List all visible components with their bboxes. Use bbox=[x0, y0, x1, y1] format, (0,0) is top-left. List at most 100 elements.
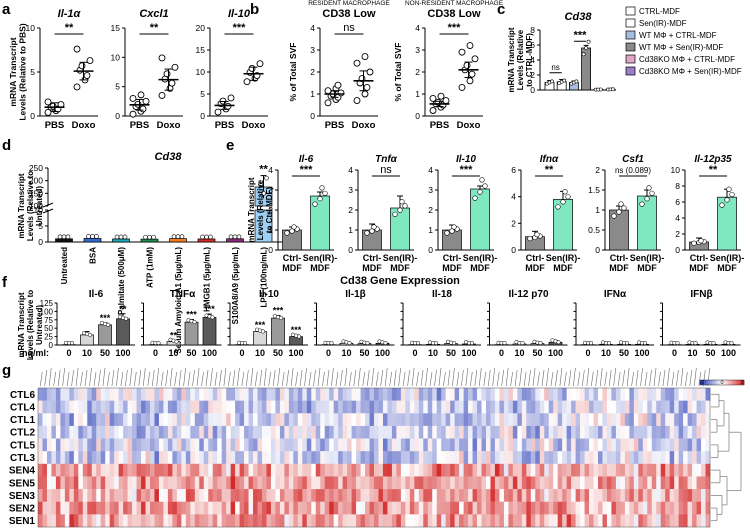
data-point bbox=[210, 315, 215, 320]
data-point bbox=[256, 60, 264, 68]
column-label-mark bbox=[120, 371, 124, 387]
heatmap-cell bbox=[494, 388, 500, 401]
heatmap-cell bbox=[602, 413, 608, 427]
x-tick-label: Ctrl- bbox=[443, 253, 462, 263]
heatmap-cell bbox=[562, 451, 567, 465]
heatmap-cell bbox=[602, 438, 608, 452]
heatmap-cell bbox=[633, 400, 639, 414]
heatmap-cell bbox=[396, 476, 402, 490]
heatmap-cell bbox=[647, 388, 653, 401]
group-title: Il-1β bbox=[345, 289, 366, 300]
heatmap-cell bbox=[387, 463, 393, 477]
heatmap-cell bbox=[154, 425, 160, 439]
heatmap-cell bbox=[212, 451, 218, 465]
heatmap-cell bbox=[150, 463, 155, 477]
heatmap-cell bbox=[571, 514, 576, 528]
heatmap-cell bbox=[378, 451, 384, 465]
y-tick-label: 4 bbox=[530, 55, 535, 65]
heatmap-cell bbox=[190, 438, 196, 452]
data-point bbox=[73, 83, 81, 91]
heatmap-cell bbox=[365, 438, 370, 452]
panel-letter: e bbox=[226, 137, 234, 154]
heatmap-cell bbox=[660, 438, 666, 452]
heatmap-cell bbox=[253, 438, 258, 452]
heatmap-cell bbox=[665, 476, 670, 490]
heatmap-cell bbox=[203, 400, 209, 414]
panel-supertitle: RESIDENT MACROPHAGE bbox=[308, 0, 390, 7]
heatmap-cell bbox=[589, 451, 594, 465]
heatmap-cell bbox=[575, 413, 581, 427]
row-label: SEN3 bbox=[9, 491, 36, 502]
data-point bbox=[236, 234, 242, 240]
heatmap-cell bbox=[96, 413, 102, 427]
heatmap-cell bbox=[575, 451, 581, 465]
heatmap-cell bbox=[396, 514, 402, 528]
heatmap-cell bbox=[530, 400, 536, 414]
heatmap-cell bbox=[418, 451, 424, 465]
heatmap-cell bbox=[38, 388, 43, 401]
heatmap-cell bbox=[351, 489, 357, 502]
heatmap-cell bbox=[427, 413, 433, 427]
column-label-mark bbox=[564, 371, 567, 387]
heatmap-cell bbox=[212, 476, 218, 490]
heatmap-cell bbox=[51, 388, 57, 401]
x-tick-label: 10 bbox=[168, 348, 178, 358]
data-point bbox=[317, 196, 323, 202]
bar bbox=[226, 238, 244, 243]
heatmap-cell bbox=[347, 501, 352, 515]
heatmap-cell bbox=[342, 489, 348, 502]
data-point bbox=[139, 105, 147, 113]
heatmap-cell bbox=[320, 388, 326, 401]
heatmap-cell bbox=[279, 425, 285, 439]
heatmap-cell bbox=[548, 438, 554, 452]
heatmap-cell bbox=[598, 489, 603, 502]
heatmap-cell bbox=[660, 451, 666, 465]
panel-title: Il-6 bbox=[299, 154, 314, 165]
heatmap-cell bbox=[678, 476, 684, 490]
y-tick-label: 10 bbox=[111, 52, 121, 62]
column-label-mark bbox=[465, 367, 469, 387]
heatmap-cell bbox=[181, 438, 187, 452]
x-tick-label: BSA Palmitate (500μM) bbox=[117, 247, 126, 334]
x-tick-label: Untreated bbox=[60, 247, 69, 284]
heatmap-cell bbox=[118, 400, 124, 414]
heatmap-cell bbox=[64, 451, 70, 465]
heatmap-cell bbox=[526, 476, 532, 490]
heatmap-cell bbox=[333, 476, 339, 490]
heatmap-cell bbox=[454, 451, 460, 465]
heatmap-cell bbox=[217, 451, 222, 465]
x-tick-label: Ctrl- bbox=[610, 253, 629, 263]
heatmap-cell bbox=[248, 489, 254, 502]
heatmap-cell bbox=[624, 463, 630, 477]
heatmap-cell bbox=[414, 400, 420, 414]
heatmap-cell bbox=[78, 463, 84, 477]
heatmap-cell bbox=[123, 476, 128, 490]
heatmap-cell bbox=[356, 476, 361, 490]
heatmap-cell bbox=[55, 451, 61, 465]
data-point bbox=[324, 87, 332, 95]
heatmap-cell bbox=[293, 501, 299, 515]
heatmap-cell bbox=[288, 489, 294, 502]
y-tick-label: 20 bbox=[196, 23, 206, 33]
heatmap-cell bbox=[669, 451, 675, 465]
heatmap-cell bbox=[42, 425, 48, 439]
heatmap-cell bbox=[678, 514, 684, 528]
heatmap-cell bbox=[418, 489, 424, 502]
heatmap-cell bbox=[123, 388, 128, 401]
heatmap-cell bbox=[82, 463, 88, 477]
heatmap-cell bbox=[427, 438, 433, 452]
y-tick-label: 0.5 bbox=[588, 225, 600, 235]
heatmap-cell bbox=[38, 476, 43, 490]
data-point bbox=[611, 87, 615, 92]
heatmap-cell bbox=[127, 438, 133, 452]
x-tick-label: Serum Amyloid A1 (5μg/mL) bbox=[174, 247, 183, 354]
heatmap-cell bbox=[114, 425, 119, 439]
heatmap-cell bbox=[656, 413, 662, 427]
heatmap-cell bbox=[638, 388, 644, 401]
heatmap-cell bbox=[217, 463, 222, 477]
data-point bbox=[289, 228, 295, 234]
heatmap-cell bbox=[338, 388, 343, 401]
heatmap-cell bbox=[615, 425, 621, 439]
heatmap-cell bbox=[454, 501, 460, 515]
heatmap-cell bbox=[262, 413, 267, 427]
